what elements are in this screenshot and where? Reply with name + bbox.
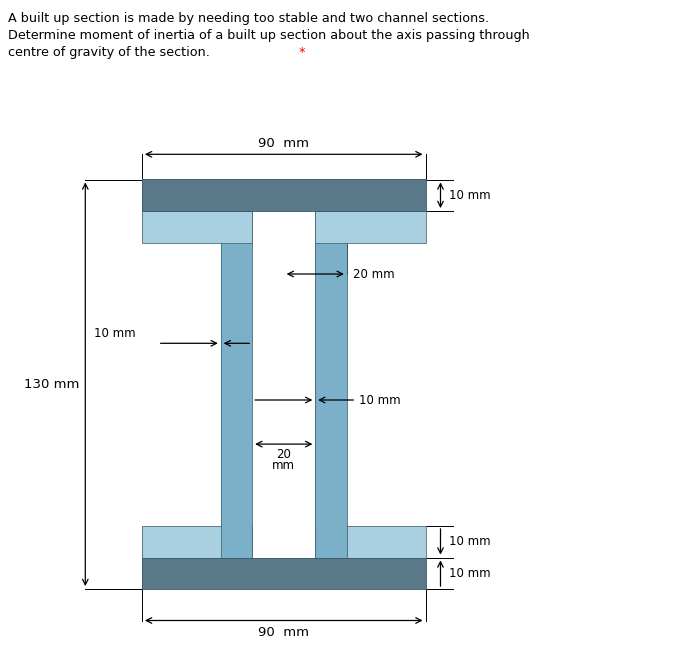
- Text: 10 mm: 10 mm: [449, 535, 490, 548]
- Text: 20 mm: 20 mm: [353, 267, 394, 281]
- Bar: [142, 211, 252, 243]
- Text: 10 mm: 10 mm: [94, 327, 135, 340]
- Text: Determine moment of inertia of a built up section about the axis passing through: Determine moment of inertia of a built u…: [8, 29, 530, 42]
- Bar: [315, 211, 347, 558]
- Bar: [221, 211, 252, 558]
- Text: 10 mm: 10 mm: [449, 189, 490, 201]
- Bar: [315, 211, 426, 243]
- Text: 90  mm: 90 mm: [258, 626, 309, 640]
- Text: centre of gravity of the section.: centre of gravity of the section.: [8, 46, 210, 59]
- Bar: [142, 179, 426, 211]
- Bar: [221, 211, 252, 558]
- Bar: [142, 211, 252, 243]
- Text: 10 mm: 10 mm: [449, 567, 490, 580]
- Bar: [315, 211, 426, 243]
- Text: 10 mm: 10 mm: [359, 394, 401, 406]
- Text: A built up section is made by needing too stable and two channel sections.: A built up section is made by needing to…: [8, 12, 489, 25]
- Text: 20: 20: [276, 448, 291, 461]
- Bar: [315, 526, 426, 558]
- Bar: [315, 211, 347, 558]
- Bar: [142, 526, 252, 558]
- Bar: [315, 526, 426, 558]
- Bar: [142, 179, 426, 211]
- Text: *: *: [295, 46, 306, 59]
- Bar: [142, 558, 426, 589]
- Text: 130 mm: 130 mm: [24, 378, 80, 391]
- Bar: [142, 558, 426, 589]
- Bar: [142, 526, 252, 558]
- Text: 90  mm: 90 mm: [258, 137, 309, 150]
- Text: mm: mm: [272, 459, 295, 472]
